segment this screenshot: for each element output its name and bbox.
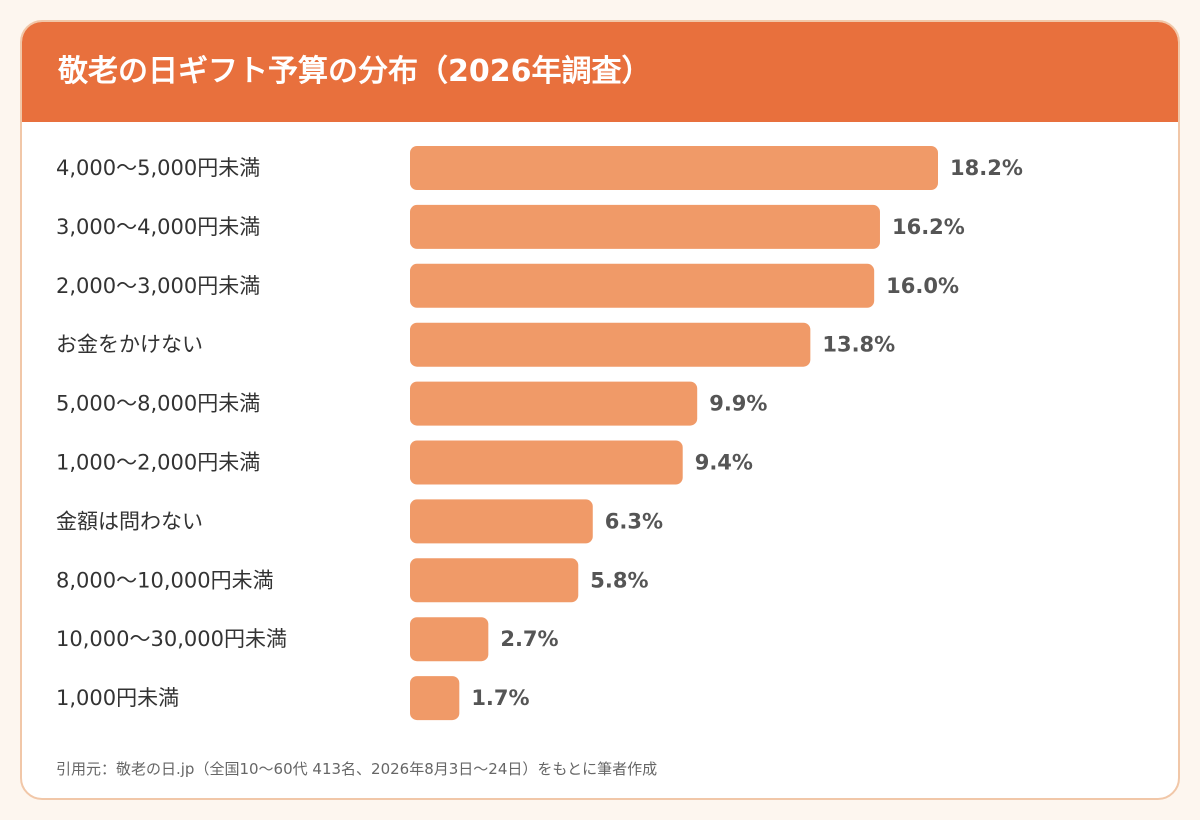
value-label: 16.2%: [892, 215, 965, 239]
category-label: 5,000〜8,000円未満: [56, 392, 260, 416]
value-label: 18.2%: [950, 156, 1023, 180]
category-label: 1,000円未満: [56, 686, 179, 710]
value-label: 2.7%: [500, 627, 558, 651]
value-label: 13.8%: [822, 333, 895, 357]
bar: [410, 204, 880, 249]
bar: [410, 381, 698, 426]
chart-title: 敬老の日ギフト予算の分布（2026年調査）: [58, 54, 652, 89]
bar: [410, 617, 489, 662]
bar: [410, 676, 460, 721]
category-label: 1,000〜2,000円未満: [56, 451, 260, 475]
category-label: 金額は問わない: [56, 509, 203, 533]
category-label: 10,000〜30,000円未満: [56, 627, 287, 651]
value-label: 9.9%: [709, 392, 767, 416]
category-label: お金をかけない: [56, 333, 203, 357]
value-label: 6.3%: [605, 509, 663, 533]
bar: [410, 263, 875, 308]
bar: [410, 499, 593, 544]
value-label: 1.7%: [471, 686, 529, 710]
title-bar: 敬老の日ギフト予算の分布（2026年調査）: [22, 22, 1178, 122]
bar: [410, 558, 579, 603]
source-note: 引用元：敬老の日.jp（全国10〜60代 413名、2026年8月3日〜24日）…: [56, 760, 658, 778]
category-label: 4,000〜5,000円未満: [56, 156, 260, 180]
value-label: 5.8%: [590, 568, 648, 592]
value-label: 9.4%: [695, 451, 753, 475]
category-label: 8,000〜10,000円未満: [56, 568, 274, 592]
bar: [410, 440, 683, 485]
value-label: 16.0%: [886, 274, 959, 298]
category-label: 3,000〜4,000円未満: [56, 215, 260, 239]
bar: [410, 322, 811, 367]
bar: [410, 146, 938, 190]
category-label: 2,000〜3,000円未満: [56, 274, 260, 298]
